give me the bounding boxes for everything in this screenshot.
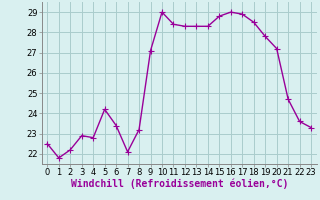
X-axis label: Windchill (Refroidissement éolien,°C): Windchill (Refroidissement éolien,°C) [70,179,288,189]
